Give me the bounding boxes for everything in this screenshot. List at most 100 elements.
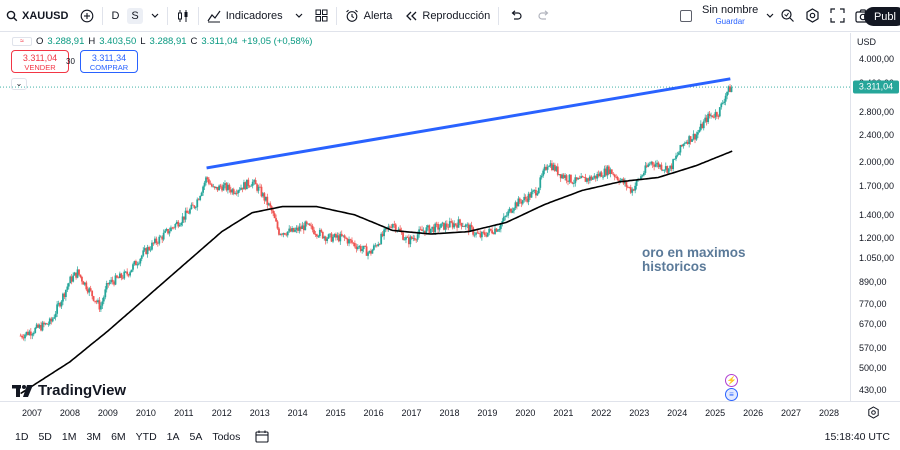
range-button[interactable]: 3M	[86, 430, 102, 443]
candle-body	[209, 183, 212, 185]
candle-body	[415, 239, 418, 241]
time-axis-label: 2010	[135, 408, 156, 418]
buy-button[interactable]: 3.311,34 COMPRAR	[80, 50, 138, 73]
candle-body	[66, 286, 69, 290]
fullscreen-icon[interactable]	[830, 8, 845, 23]
candle-body	[151, 242, 153, 250]
candle-body	[137, 263, 140, 265]
interval-dropdown[interactable]	[145, 0, 165, 32]
candle-body	[459, 219, 461, 223]
sell-price: 3.311,04	[22, 53, 58, 63]
calendar-range-icon[interactable]	[255, 430, 269, 443]
range-button[interactable]: 6M	[111, 430, 126, 443]
candle-body	[298, 226, 301, 231]
settings-gear-icon[interactable]	[805, 8, 820, 23]
replay-button[interactable]: Reproducción	[398, 0, 496, 32]
candle-body	[205, 177, 207, 183]
indicators-dropdown[interactable]	[289, 0, 309, 32]
time-axis-label: 2026	[743, 408, 764, 418]
candle-body	[660, 164, 663, 170]
range-button[interactable]: 1D	[15, 430, 29, 443]
candle-body	[245, 179, 248, 190]
candle-body	[435, 223, 438, 225]
candle-body	[644, 165, 647, 173]
candle-body	[156, 242, 159, 244]
compare-symbol-button[interactable]	[74, 0, 100, 32]
interval-daily[interactable]: D	[105, 0, 125, 32]
candle-body	[378, 244, 381, 245]
layout-grid-button[interactable]	[309, 0, 334, 32]
candle-body	[320, 229, 323, 232]
candle-body	[200, 192, 203, 196]
chevron-down-icon[interactable]	[766, 13, 774, 19]
range-button[interactable]: 1M	[61, 430, 77, 443]
redo-button[interactable]	[530, 0, 559, 32]
candle-body	[63, 293, 66, 297]
candle-body	[235, 193, 238, 194]
range-button[interactable]: Todos	[212, 430, 241, 443]
candle-body	[647, 164, 650, 167]
indicators-button[interactable]: Indicadores	[201, 0, 289, 32]
chart-annotation-text[interactable]: oro en maximos historicos	[642, 246, 772, 274]
candle-body	[292, 228, 295, 232]
candle-body	[194, 207, 197, 208]
legend-collapse-button[interactable]: ⌄	[11, 78, 27, 90]
chart-type-button[interactable]	[170, 0, 196, 32]
axis-settings-icon[interactable]	[867, 406, 880, 419]
rewind-icon	[404, 10, 418, 22]
range-button[interactable]: YTD	[135, 430, 157, 443]
tradingview-logo[interactable]: TradingView	[12, 382, 126, 399]
lightning-event-icon[interactable]: ⚡	[725, 374, 738, 387]
candle-body	[676, 154, 679, 156]
range-button[interactable]: 1A	[166, 430, 180, 443]
layout-checkbox[interactable]	[680, 10, 692, 22]
legend-style-icon[interactable]: ≈	[12, 37, 32, 46]
candle-body	[651, 161, 654, 165]
symbol-search[interactable]: XAUUSD	[0, 0, 74, 32]
candle-body	[616, 176, 619, 181]
candle-body	[723, 101, 726, 103]
time-axis[interactable]: 2007 2008 2009 2010 2011 2012 2013 2014 2015 2016…	[0, 401, 900, 423]
time-axis-label: 2013	[249, 408, 270, 418]
price-axis-label: 2.400,00	[859, 129, 895, 140]
candle-body	[98, 300, 101, 310]
quick-search-icon[interactable]	[780, 8, 795, 23]
candle-body	[444, 223, 447, 230]
candle-body	[370, 250, 372, 254]
candle-body	[324, 236, 327, 241]
candle-body	[545, 166, 548, 170]
alert-button[interactable]: Alerta	[339, 0, 399, 32]
range-button[interactable]: 5D	[38, 430, 52, 443]
interval-weekly[interactable]: S	[125, 0, 144, 32]
publish-button[interactable]: Publ	[863, 7, 900, 26]
candle-body	[175, 221, 178, 224]
candle-body	[679, 144, 682, 153]
price-axis[interactable]: USD 4.000,003.400,002.800,002.400,002.00…	[850, 33, 900, 401]
candle-body	[508, 208, 511, 212]
currency-label[interactable]: USD	[857, 37, 877, 47]
candle-body	[551, 163, 553, 171]
price-chart[interactable]	[0, 33, 850, 401]
candle-body	[697, 132, 699, 135]
candle-body	[313, 229, 315, 235]
candle-body	[584, 177, 587, 182]
candle-body	[443, 222, 445, 230]
candle-body	[172, 227, 175, 229]
candle-body	[299, 226, 302, 229]
chevron-down-icon: ⌄	[15, 79, 23, 88]
candle-body	[463, 226, 466, 228]
range-button[interactable]: 5A	[189, 430, 203, 443]
high-value: 3.403,50	[99, 36, 137, 47]
candle-body	[661, 169, 664, 171]
us-flag-event-icon[interactable]: ≡	[725, 388, 738, 401]
layout-name-button[interactable]: Sin nombre Guardar	[702, 5, 758, 27]
sell-button[interactable]: 3.311,04 VENDER	[11, 50, 69, 73]
candle-body	[124, 271, 127, 273]
utc-clock[interactable]: 15:18:40 UTC	[824, 431, 890, 443]
trendline[interactable]	[206, 77, 731, 170]
undo-button[interactable]	[501, 0, 530, 32]
candle-body	[91, 290, 94, 297]
candle-body	[348, 239, 350, 244]
candle-body	[241, 187, 244, 190]
